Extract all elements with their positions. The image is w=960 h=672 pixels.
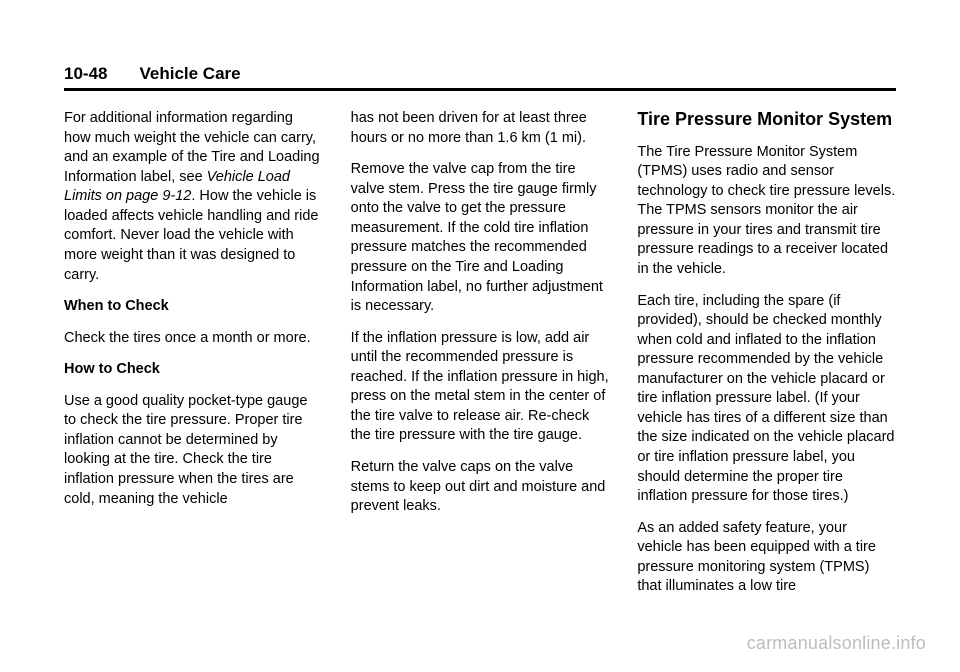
paragraph: If the inflation pressure is low, add ai… (351, 329, 610, 446)
paragraph: Each tire, including the spare (if provi… (637, 292, 896, 507)
column-middle: has not been driven for at least three h… (351, 109, 610, 609)
content-columns: For additional information regarding how… (64, 109, 896, 609)
paragraph: Remove the valve cap from the tire valve… (351, 160, 610, 317)
page-header: 10-48 Vehicle Care (64, 64, 896, 91)
subheading: How to Check (64, 360, 323, 380)
paragraph: Use a good quality pocket-type gauge to … (64, 392, 323, 509)
paragraph: Return the valve caps on the valve stems… (351, 458, 610, 517)
heading: Tire Pressure Monitor System (637, 109, 896, 131)
paragraph: As an added safety feature, your vehicle… (637, 519, 896, 597)
manual-page: 10-48 Vehicle Care For additional inform… (0, 0, 960, 672)
subheading: When to Check (64, 297, 323, 317)
column-left: For additional information regarding how… (64, 109, 323, 609)
watermark: carmanualsonline.info (747, 633, 926, 654)
section-title: Vehicle Care (139, 64, 240, 84)
paragraph: Check the tires once a month or more. (64, 329, 323, 349)
page-number: 10-48 (64, 64, 107, 84)
paragraph: has not been driven for at least three h… (351, 109, 610, 148)
paragraph: For additional information regarding how… (64, 109, 323, 285)
paragraph: The Tire Pressure Monitor System (TPMS) … (637, 143, 896, 280)
column-right: Tire Pressure Monitor System The Tire Pr… (637, 109, 896, 609)
